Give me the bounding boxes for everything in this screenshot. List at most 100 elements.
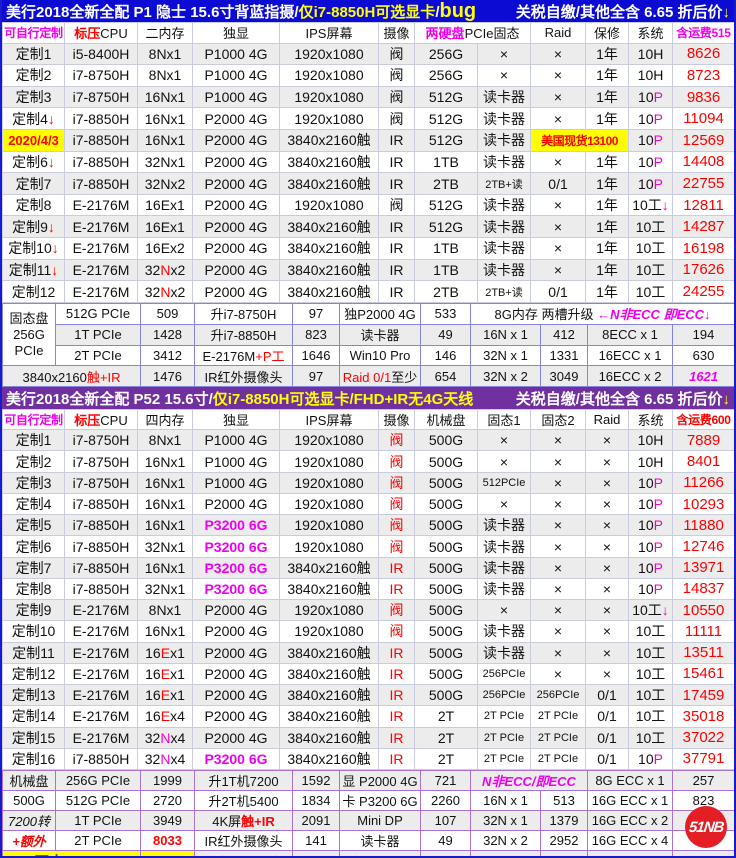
text-part: 10工 [632,197,662,214]
text-part: ↓ [661,602,669,619]
ssd2: × [530,429,586,452]
memory: 16Nx1 [137,556,193,579]
ssd1: 2T PCIe [477,726,531,749]
table-row: 定制4↓ i7-8850H 16Nx1 P2000 4G 1920x1080 阀 512G 读… [2,107,734,131]
text-part: x 4 [507,854,528,856]
camera: 阀 [378,42,415,66]
text-part: x2 [170,261,186,278]
price: 12811 [672,193,734,217]
raid: × [530,85,587,109]
category: 500G [2,790,56,811]
ssd2: × [530,492,586,516]
text-part: x2 [170,283,186,300]
cpu: E-2176M [64,215,138,239]
item1: 512G PCIe [55,303,141,325]
raid: 美国现货13100 [530,129,630,152]
header-screen: IPS屏幕 [279,22,379,44]
item5: Win10 Pro [587,850,673,856]
price4: 6823 [540,850,588,856]
header-cpu: 标压CPU [64,408,138,431]
ssd1: × [477,492,531,516]
51nb-logo-text: 51NB [687,818,725,836]
table-row: 定制1 i5-8400H 8Nx1 P1000 4G 1920x1080 阀 256G × × 1… [2,42,734,66]
text-part: 32 [144,261,161,278]
camera: 阀 [378,620,415,643]
text-part: 定制4 [12,110,48,127]
price: 14837 [672,577,734,601]
price2: 141 [292,830,340,851]
memory: 16Nx1 [137,129,193,152]
item1: 256G PCIe [55,770,141,791]
raid: 0/1 [585,726,629,749]
category: +额外 [2,830,56,851]
text-part: P [653,175,663,192]
model: 定制6↓ [2,150,65,174]
disk: 256G [414,42,478,66]
price: 8723 [672,64,734,87]
price: 13511 [672,641,734,664]
os: 10P [628,150,674,174]
ssd1: 256PCIe [477,662,531,686]
gpu: P2000 4G [192,492,280,516]
item5: 16G ECC x 2 [587,810,673,831]
screen: 1920x1080 [279,429,379,452]
item2: 升2T机5400 [194,790,293,811]
header-cpu: 标压CPU [64,22,138,44]
hdd: 500G [414,535,478,558]
table-row: 定制10 E-2176M 16Nx1 P2000 4G 1920x1080 阀 500G 读卡… [2,620,734,643]
warranty: 1年 [585,193,630,217]
price3: 654 [420,365,471,387]
item4: 1331 [540,344,588,367]
category: 3840x2160触+IR [2,365,141,387]
disk: 1TB [414,258,478,282]
price: 15461 [672,662,734,686]
camera: IR [378,747,415,771]
cpu: E-2176M [64,684,138,707]
model: 定制7 [2,172,65,195]
os: 10P [628,747,673,771]
model: 定制3 [2,471,65,494]
ssd2: × [530,620,586,643]
gpu: P2000 4G [192,726,280,749]
gpu: P2000 4G [192,150,280,174]
table-row: 定制10↓ E-2176M 16Ex2 P2000 4G 3840x2160触 IR 1TB… [2,237,734,260]
text-part: 仅i7-8850H可选显卡 [298,3,436,21]
text-part: N [160,261,171,278]
cpu: i7-8750H [64,471,138,494]
os: 10工 [628,705,673,728]
text-part: 10 [638,496,654,513]
cpu: i7-8850H [64,150,138,174]
model: 定制10↓ [2,237,65,260]
memory: 32Nx2 [137,172,193,195]
memory: 16Nx1 [137,492,193,516]
screen: 3840x2160触 [279,237,379,260]
cpu: i7-8850H [64,492,138,516]
screen: 3840x2160触 [279,705,379,728]
os: 10P [628,107,674,131]
memory: 16Ex1 [137,662,193,686]
item2: IR红外摄像头 [194,365,293,387]
text-part: / [435,3,440,21]
camera: 阀 [378,514,415,537]
screen: 3840x2160触 [279,641,379,664]
text-part: 10 [638,132,654,149]
disk: 512G [414,193,478,217]
ssd2: × [530,471,586,494]
raid: × [530,107,587,131]
table-row: 定制12 E-2176M 32Nx2 P2000 4G 3840x2160触 IR 2TB 2… [2,280,734,303]
text-part: 10 [638,175,654,192]
item2: 823 [292,323,340,346]
cpu: i7-8750H [64,85,138,109]
price4: 8ECC x 1 [587,323,673,346]
price: 13971 [672,556,734,579]
hdd: 500G [414,429,478,452]
text-part: 10 [638,517,654,534]
cpu: i7-8750H [64,429,138,452]
ssd1: 2T PCIe [477,747,531,771]
item3: 独P2000 4G [339,303,421,325]
table-row: 定制3 i7-8750H 16Nx1 P1000 4G 1920x1080 阀 500G 51… [2,471,734,494]
disk: 1TB [414,237,478,260]
table-row: 定制7 i7-8850H 32Nx2 P2000 4G 3840x2160触 IR 2TB 2… [2,172,734,195]
screen: 3840x2160触 [279,172,379,195]
header-warranty: 保修 [585,22,630,44]
